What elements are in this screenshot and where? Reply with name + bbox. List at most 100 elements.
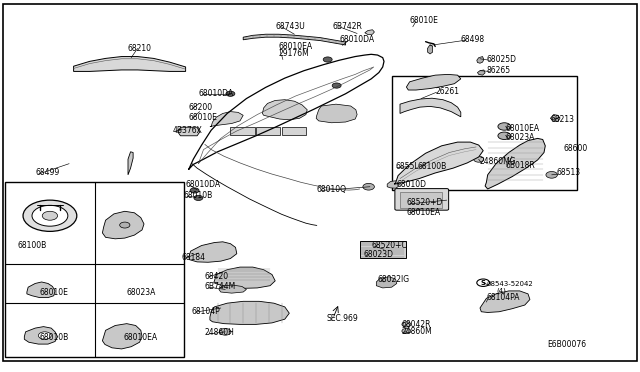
Text: 68184: 68184 [182,253,206,262]
Polygon shape [27,282,55,298]
Bar [230,127,255,135]
Polygon shape [400,98,461,117]
Polygon shape [178,127,200,136]
Text: 68743U: 68743U [275,22,305,31]
Polygon shape [102,211,144,239]
Text: 68010EA: 68010EA [124,333,158,342]
Polygon shape [210,112,243,126]
Text: 68104P: 68104P [192,307,221,316]
Text: 68010DA: 68010DA [186,180,221,189]
Text: E6B00076: E6B00076 [547,340,586,349]
Polygon shape [365,30,374,35]
Text: 68520+C: 68520+C [371,241,407,250]
Text: 86265: 86265 [486,66,511,75]
Text: 08543-52042: 08543-52042 [486,281,533,287]
Text: 68010E: 68010E [189,113,218,122]
Polygon shape [394,142,483,184]
Circle shape [190,188,199,193]
Text: 24860H: 24860H [205,328,235,337]
Circle shape [332,83,341,88]
Polygon shape [214,267,275,288]
Polygon shape [210,301,289,324]
Text: 68010D: 68010D [397,180,427,189]
Text: 6855L: 6855L [396,162,419,171]
Polygon shape [376,277,397,288]
Polygon shape [24,327,58,344]
Polygon shape [74,57,186,71]
Text: SEC.969: SEC.969 [326,314,358,323]
Bar [400,192,442,208]
Polygon shape [128,152,133,175]
Text: 68010EA: 68010EA [506,124,540,133]
Text: 68213: 68213 [550,115,575,124]
Text: 68025D: 68025D [486,55,516,64]
Text: 68010EA: 68010EA [278,42,312,51]
Circle shape [477,279,490,286]
Circle shape [32,205,68,226]
Circle shape [402,328,411,334]
Text: 68010E: 68010E [410,16,438,25]
Polygon shape [485,138,545,189]
Text: 68520+D: 68520+D [406,198,443,207]
Bar [392,76,577,190]
Text: 4B376X: 4B376X [173,126,203,135]
Text: 24860M: 24860M [402,327,433,336]
Circle shape [38,332,51,339]
Text: 68210: 68210 [128,44,152,53]
Polygon shape [102,324,142,349]
Text: 68023A: 68023A [126,288,156,296]
Circle shape [323,57,332,62]
Text: 68104PA: 68104PA [486,293,520,302]
Text: 68010Q: 68010Q [317,185,347,194]
Polygon shape [477,70,485,75]
Circle shape [120,222,130,228]
Text: 68100B: 68100B [417,162,447,171]
Text: 6B742R: 6B742R [333,22,363,31]
Text: 6B018R: 6B018R [506,161,535,170]
Polygon shape [477,57,484,63]
Text: 68023D: 68023D [364,250,394,259]
Text: 68010B: 68010B [183,191,212,200]
Bar [360,241,406,258]
Text: 68513: 68513 [557,169,581,177]
FancyBboxPatch shape [395,189,449,210]
Text: 68042R: 68042R [402,320,431,329]
Bar [256,127,280,135]
Circle shape [498,132,511,140]
Text: 68200: 68200 [189,103,213,112]
Circle shape [498,123,511,130]
Text: 68600: 68600 [563,144,588,153]
Text: 68010DA: 68010DA [198,89,234,97]
Bar [5,182,184,357]
Text: 68420: 68420 [205,272,229,280]
Text: 68498: 68498 [461,35,485,44]
Text: 68100B: 68100B [17,241,47,250]
Text: 68010EA: 68010EA [406,208,440,217]
Text: 68010B: 68010B [39,333,68,342]
Circle shape [546,171,557,178]
Polygon shape [406,74,461,90]
Text: 29176M: 29176M [278,49,309,58]
Text: 6B744M: 6B744M [205,282,236,291]
Text: (4): (4) [496,288,506,294]
Text: 68010DA: 68010DA [339,35,374,44]
Circle shape [194,195,203,201]
Polygon shape [262,100,307,120]
Text: 68499: 68499 [35,169,60,177]
Bar [282,127,306,135]
Circle shape [23,200,77,231]
Polygon shape [480,291,530,312]
Circle shape [42,211,58,220]
Polygon shape [316,104,357,123]
Circle shape [402,322,411,327]
Circle shape [474,156,484,162]
Text: 68010E: 68010E [39,288,68,296]
Text: 24860MG: 24860MG [480,157,516,166]
Polygon shape [219,285,246,293]
Polygon shape [550,115,560,121]
Polygon shape [243,34,346,45]
Text: 68023A: 68023A [506,133,535,142]
Polygon shape [387,181,398,188]
Polygon shape [189,242,237,262]
Circle shape [226,91,235,96]
